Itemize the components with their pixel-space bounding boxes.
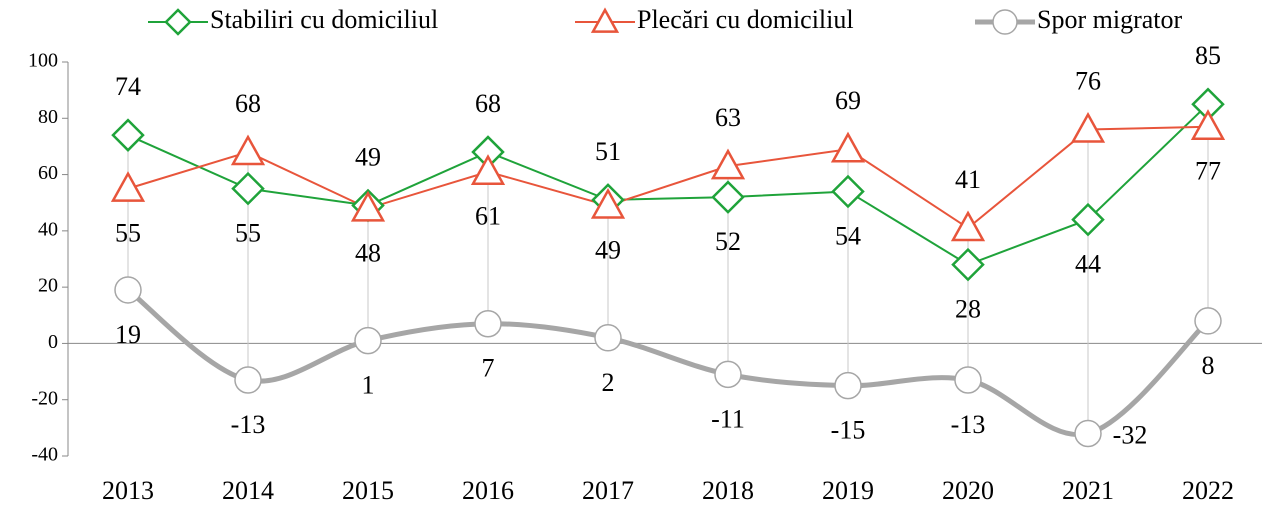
data-label: 85 <box>1195 41 1221 70</box>
y-tick-label: 100 <box>28 50 58 72</box>
data-label: 55 <box>115 219 141 248</box>
marker <box>1071 202 1105 237</box>
data-label: 76 <box>1075 67 1101 96</box>
legend-label: Stabiliri cu domiciliul <box>210 5 438 34</box>
data-label: 28 <box>955 295 981 324</box>
marker <box>470 154 506 186</box>
y-tick-label: -20 <box>31 387 58 409</box>
marker <box>350 190 386 222</box>
marker <box>114 276 142 304</box>
data-label: 68 <box>475 89 501 118</box>
marker <box>710 148 746 180</box>
data-label: 44 <box>1075 250 1101 279</box>
x-tick-label: 2018 <box>702 476 754 505</box>
series-line <box>127 125 1209 230</box>
marker <box>831 174 865 209</box>
data-label: -13 <box>231 410 266 439</box>
x-tick-label: 2022 <box>1182 476 1234 505</box>
x-tick-label: 2017 <box>582 476 634 505</box>
data-label: -32 <box>1113 420 1148 449</box>
marker <box>234 366 262 394</box>
marker <box>830 131 866 163</box>
legend-label: Spor migrator <box>1037 5 1182 34</box>
marker <box>834 371 862 400</box>
marker <box>594 324 622 352</box>
marker <box>110 171 146 202</box>
data-label: 7 <box>482 354 495 383</box>
data-label: 68 <box>235 89 261 118</box>
marker <box>950 210 986 242</box>
marker <box>954 366 982 394</box>
marker <box>590 187 626 219</box>
legend-marker <box>992 9 1018 35</box>
marker <box>1190 109 1226 140</box>
legend-label: Plecări cu domiciliul <box>637 5 854 34</box>
legend-marker <box>164 8 192 36</box>
data-label: 1 <box>362 371 375 400</box>
data-label: 63 <box>715 103 741 132</box>
marker <box>951 247 985 282</box>
data-label: 2 <box>602 368 615 397</box>
data-label: 69 <box>835 86 861 115</box>
x-tick-label: 2020 <box>942 476 994 505</box>
data-label: 55 <box>235 219 261 248</box>
data-label: 61 <box>475 202 501 231</box>
y-tick-label: 0 <box>48 331 58 353</box>
y-tick-label: 20 <box>38 275 58 297</box>
data-label: -13 <box>951 410 986 439</box>
data-label: 49 <box>355 142 381 171</box>
marker <box>1070 111 1106 143</box>
marker <box>714 360 742 389</box>
marker <box>231 171 265 206</box>
marker <box>354 326 382 355</box>
x-tick-label: 2021 <box>1062 476 1114 505</box>
data-label: -11 <box>711 404 745 433</box>
series-line <box>127 103 1209 266</box>
data-label: 49 <box>595 235 621 264</box>
data-label: 54 <box>835 221 861 250</box>
y-tick-label: 80 <box>38 106 58 128</box>
marker <box>711 180 745 214</box>
marker <box>474 309 502 338</box>
data-label: 51 <box>595 137 621 166</box>
marker <box>230 134 266 166</box>
marker <box>1194 307 1222 335</box>
data-label: 8 <box>1202 351 1215 380</box>
x-tick-label: 2014 <box>222 476 274 505</box>
x-tick-label: 2013 <box>102 476 154 505</box>
data-label: 19 <box>115 320 141 349</box>
series-line <box>126 287 1210 438</box>
data-label: 48 <box>355 238 381 267</box>
legend-marker <box>590 7 620 33</box>
data-label: 77 <box>1195 157 1221 186</box>
y-tick-label: -40 <box>31 444 58 466</box>
data-label: 74 <box>115 72 141 101</box>
x-tick-label: 2016 <box>462 476 514 505</box>
data-label: 41 <box>955 165 981 194</box>
y-tick-label: 60 <box>38 162 58 184</box>
data-label: 52 <box>715 227 741 256</box>
x-tick-label: 2015 <box>342 476 394 505</box>
marker <box>111 118 145 152</box>
x-tick-label: 2019 <box>822 476 874 505</box>
data-label: -15 <box>831 416 866 445</box>
y-tick-label: 40 <box>38 218 58 240</box>
marker <box>1074 419 1102 448</box>
